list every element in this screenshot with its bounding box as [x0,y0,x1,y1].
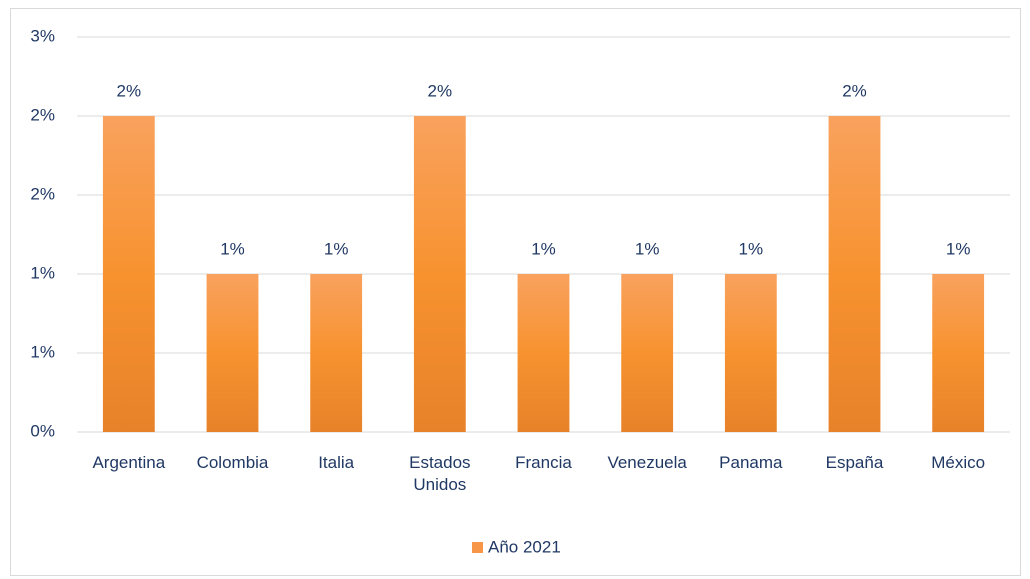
data-label: 2% [117,81,142,100]
data-label: 2% [428,81,453,100]
x-tick-label: Francia [515,453,572,472]
data-label: 1% [946,239,971,258]
x-tick-label: Venezuela [607,453,687,472]
data-label: 1% [739,239,764,258]
bar [621,274,674,432]
bar [206,274,259,432]
x-tick-label: España [825,453,884,472]
bar [932,274,985,432]
bar [310,274,363,432]
x-tick-label: Colombia [196,453,269,472]
data-label: 2% [842,81,867,100]
legend-label: Año 2021 [488,537,561,556]
y-tick-label: 1% [30,342,55,361]
data-label: 1% [635,239,660,258]
y-tick-label: 2% [30,105,55,124]
bar [724,274,777,432]
data-label: 1% [531,239,556,258]
x-tick-label: Panama [719,453,783,472]
x-tick-label: Italia [318,453,355,472]
bar [102,116,155,432]
x-tick-label: Estados Unidos [409,453,471,494]
x-tick-label: Argentina [92,453,166,472]
y-tick-label: 2% [30,184,55,203]
y-tick-label: 0% [30,421,55,440]
x-tick-label: México [931,453,986,472]
legend-swatch [472,542,483,553]
y-tick-label: 3% [30,26,55,45]
data-label: 1% [220,239,245,258]
bar [828,116,881,432]
y-tick-label: 1% [30,263,55,282]
bar [413,116,466,432]
bar [517,274,570,432]
data-label: 1% [324,239,349,258]
